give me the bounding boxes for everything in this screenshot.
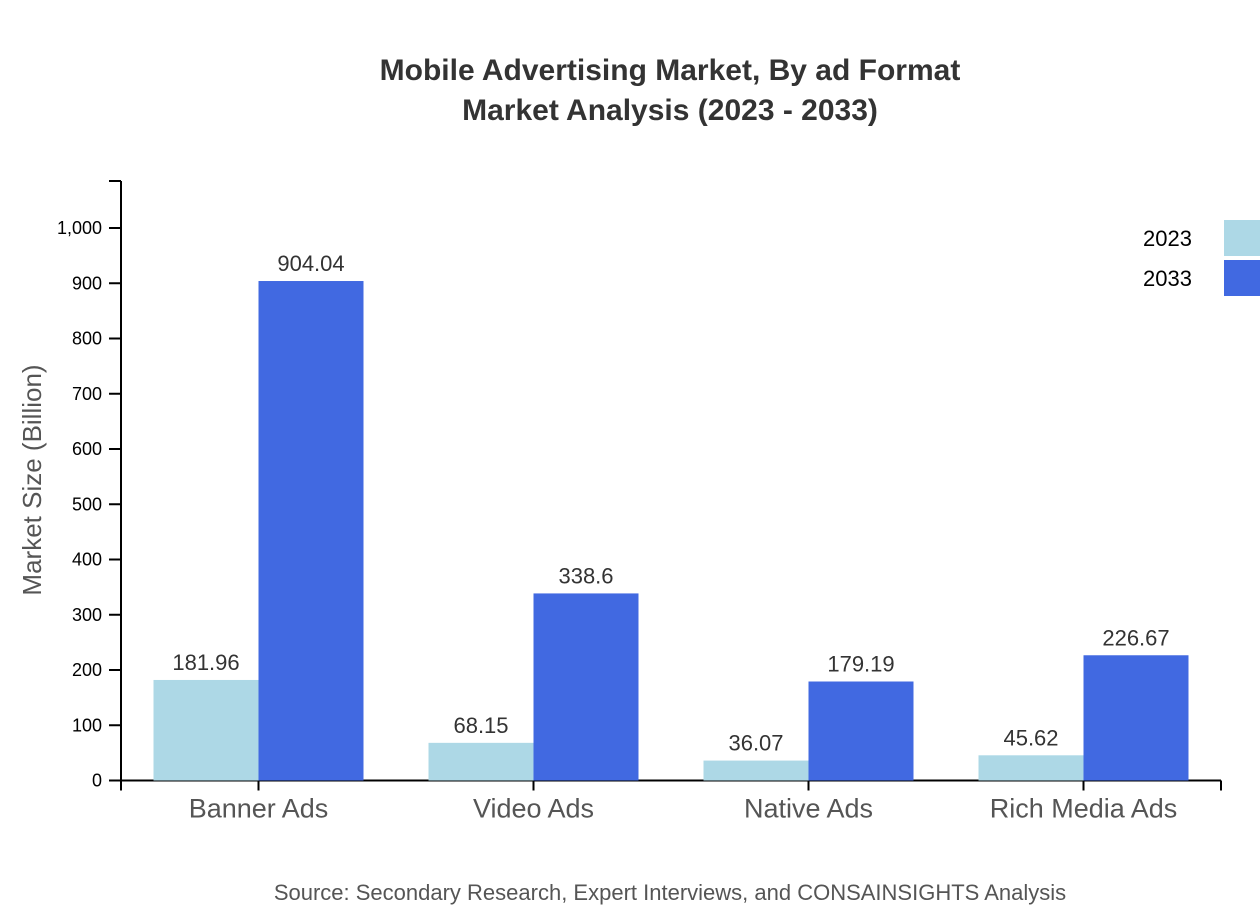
legend: 2023 2033	[1143, 220, 1260, 296]
bar-2033	[533, 593, 639, 781]
y-tick-label: 500	[72, 494, 102, 514]
chart-title-line1: Mobile Advertising Market, By ad Format	[380, 54, 961, 87]
x-tick-label: Native Ads	[744, 794, 873, 824]
legend-swatch	[1224, 260, 1260, 296]
bar-2033	[258, 281, 364, 781]
bar-2033	[1083, 655, 1189, 781]
x-tick-label: Video Ads	[473, 794, 594, 824]
y-tick-label: 600	[72, 439, 102, 459]
bar-2023	[978, 755, 1084, 781]
y-tick-label: 1,000	[57, 218, 102, 238]
y-tick-label: 200	[72, 660, 102, 680]
bar-2023	[153, 679, 259, 781]
y-tick-label: 300	[72, 605, 102, 625]
bar-value-label: 338.6	[558, 563, 613, 588]
legend-label: 2023	[1143, 226, 1192, 251]
bar-value-label: 179.19	[827, 651, 894, 676]
y-tick-label: 900	[72, 273, 102, 293]
x-tick-label: Rich Media Ads	[990, 794, 1178, 824]
y-tick-label: 800	[72, 329, 102, 349]
chart-title-line2: Market Analysis (2023 - 2033)	[462, 94, 878, 127]
source-note: Source: Secondary Research, Expert Inter…	[274, 880, 1066, 905]
y-tick-label: 0	[92, 771, 102, 791]
legend-swatch	[1224, 220, 1260, 256]
y-tick-label: 400	[72, 550, 102, 570]
legend-label: 2033	[1143, 266, 1192, 291]
y-axis-label: Market Size (Billion)	[17, 364, 47, 595]
bar-2023	[703, 760, 809, 781]
plot-area: 0 100 200 300 400 500 600 700 800 900 1,000 181.96 9…	[57, 180, 1222, 824]
bar-value-label: 226.67	[1102, 625, 1169, 650]
bar-value-label: 68.15	[453, 713, 508, 738]
bar-2023	[428, 742, 534, 781]
bar-2033	[808, 681, 914, 781]
bar-value-label: 181.96	[172, 650, 239, 675]
bar-value-label: 36.07	[728, 731, 783, 756]
bar-value-label: 904.04	[277, 251, 344, 276]
y-tick-label: 100	[72, 715, 102, 735]
y-tick-label: 700	[72, 384, 102, 404]
bar-value-label: 45.62	[1003, 725, 1058, 750]
x-tick-label: Banner Ads	[189, 794, 329, 824]
